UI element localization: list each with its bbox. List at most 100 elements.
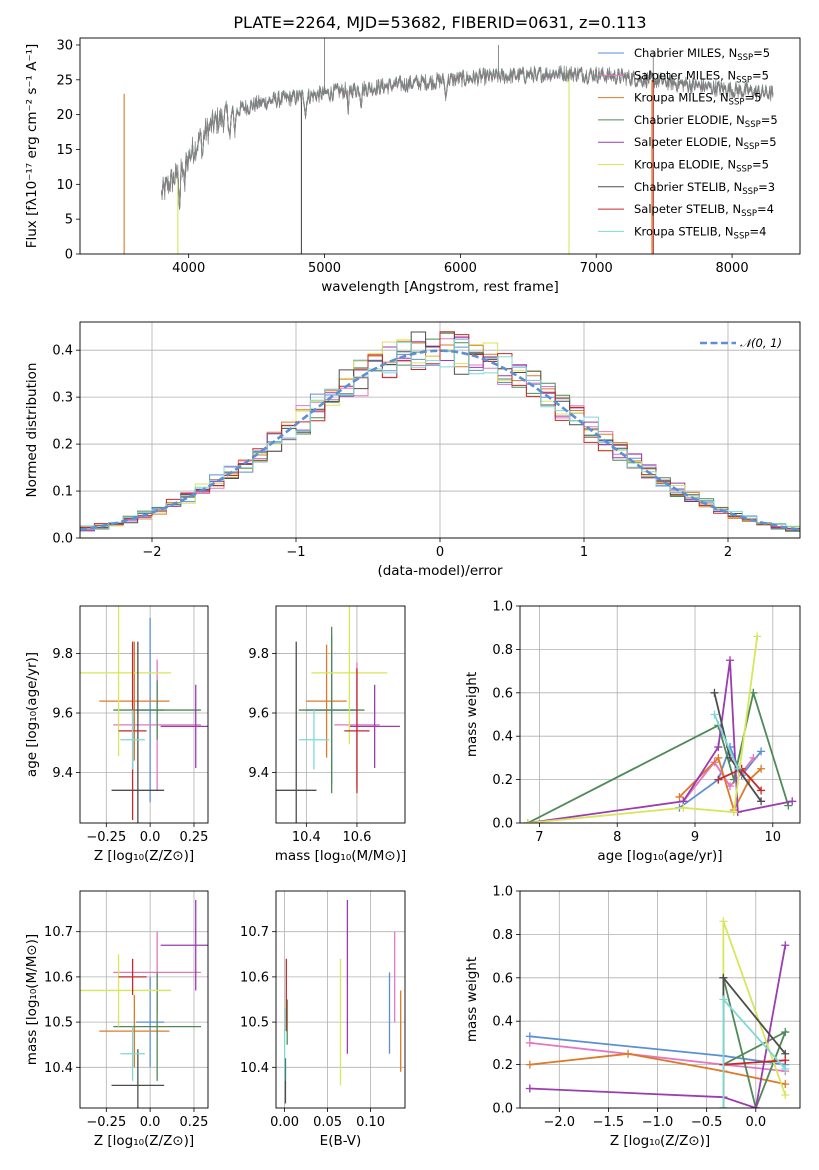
legend-value: =5 [753,46,770,60]
x-tick-label: 0.0 [140,830,161,845]
legend-value: =4 [749,224,766,238]
axes-frame [519,890,801,1109]
y-tick-label: 0 [65,248,73,263]
weight-point-marker [781,941,790,950]
weight-point-marker [719,973,728,982]
weight-point-marker [751,1104,760,1108]
legend-value: =3 [758,180,775,194]
y-axis-label: mass weight [464,672,480,757]
y-tick-label: 20 [56,108,73,123]
weight-point-marker [757,764,766,773]
weight-point-marker [714,775,723,784]
legend-text: Salpeter MILES, N [634,68,736,82]
y-tick-label: 9.4 [52,766,73,781]
x-tick-label: 5000 [308,261,341,276]
weight-point-marker [714,743,723,752]
axes-frame [519,605,801,824]
age-vs-Z-panel: −0.25 0.0 0.25 9.4 9.6 9.8 Z [log₁₀(Z/Z⊙)] age … [24,605,209,864]
weight-point-marker [781,1028,790,1037]
weight-point-marker [719,995,728,1004]
weight-point-marker [523,819,532,823]
y-tick-label: 10.4 [240,1061,269,1076]
x-tick-label: 0.0 [140,1115,161,1130]
weight-vs-age-panel: 7 8 9 10 0.0 0.2 0.4 0.6 0.8 1.0 age [log₁₀(age/yr… [464,600,801,864]
y-axis-label: Flux [fλ10⁻¹⁷ erg cm⁻² s⁻¹ A⁻¹] [24,44,40,249]
weight-vs-Z-data [525,917,790,1108]
y-tick-label: 0.0 [492,1102,513,1117]
x-axis-label: age [log₁₀(age/yr)] [597,848,722,864]
y-tick-label: 0.2 [52,438,73,453]
x-tick-label: 0.05 [313,1115,342,1130]
legend-label: Kroupa MILES, NSSP=5 [634,91,761,108]
spectrum-panel: 4000 5000 6000 7000 8000 0 5 10 15 20 25 30 waveleng… [24,37,801,295]
residuals-panel: −2 −1 0 1 2 0.0 0.1 0.2 0.3 0.4 (data-model)/error… [24,321,801,579]
weight-point-marker [749,753,758,762]
y-tick-label: 0.2 [492,1058,513,1073]
weight-line [723,1059,786,1066]
weight-line [713,714,739,770]
weight-point-marker [781,1080,790,1089]
weight-line [527,689,790,823]
weight-vs-Z-panel: −2.0 −1.5 −1.0 −0.5 0.0 0.0 0.2 0.4 0.6 0.8 1.0 Z [… [464,885,801,1149]
x-tick-label: −1.0 [642,1115,674,1130]
figure-title: PLATE=2264, MJD=53682, FIBERID=0631, z=0… [233,13,646,32]
legend-label: Salpeter STELIB, NSSP=4 [634,202,774,219]
x-tick-label: 0.10 [356,1115,385,1130]
x-tick-label: 10.4 [292,830,321,845]
y-axis-label: mass weight [464,957,480,1042]
weight-point-marker [525,1084,534,1093]
mass-vs-EBV-data [283,900,402,1104]
legend-text: Chabrier MILES, N [634,46,737,60]
weight-point-marker [726,656,734,665]
x-tick-label: 7 [535,830,543,845]
axes-frame [79,605,209,824]
legend-subscript: SSP [736,75,752,85]
legend-label: Salpeter ELODIE, NSSP=5 [634,135,777,152]
x-tick-label: 2 [724,545,732,560]
y-tick-label: 10.5 [240,1016,269,1031]
legend-text: Kroupa MILES, N [634,91,729,105]
weight-point-marker [729,808,738,817]
legend-text: Kroupa STELIB, N [634,224,734,238]
y-axis-label: mass [log₁₀(M/M⊙)] [24,934,40,1065]
residuals-data [80,331,800,534]
legend-label: Chabrier STELIB, NSSP=3 [634,180,775,197]
y-tick-label: 10.6 [240,970,269,985]
y-tick-label: 10 [56,178,73,193]
y-tick-label: 0.6 [492,971,513,986]
y-tick-label: 0.0 [52,532,73,547]
x-tick-label: 10 [765,830,782,845]
x-tick-label: 0.25 [179,830,208,845]
x-tick-label: 0.0 [745,1115,766,1130]
y-tick-label: 30 [56,38,73,53]
legend-value: =5 [761,113,778,127]
legend-label: Salpeter MILES, NSSP=5 [634,68,769,85]
weight-point-marker [757,797,766,806]
y-axis-label: age [log₁₀(age/yr)] [24,652,40,777]
y-tick-label: 9.4 [248,766,269,781]
weight-point-marker [719,1104,728,1108]
x-axis-label: Z [log₁₀(Z/Z⊙)] [94,848,194,864]
y-tick-label: 9.8 [248,647,269,662]
weight-line [527,636,759,823]
weight-point-marker [525,1038,534,1047]
y-tick-label: 0.1 [52,485,73,500]
x-tick-label: −0.25 [86,1115,126,1130]
x-tick-label: 0 [436,545,444,560]
y-tick-label: 0.0 [492,817,513,832]
legend-text: Kroupa ELODIE, N [634,158,736,172]
y-tick-label: 10.4 [44,1061,73,1076]
y-tick-label: 10.6 [44,970,73,985]
mass-vs-EBV-panel: 0.00 0.05 0.10 10.4 10.5 10.6 10.7 E(B-V) [240,890,406,1149]
x-tick-label: −2 [142,545,161,560]
y-tick-label: 0.4 [492,1015,513,1030]
legend-label: 𝒩(0, 1) [740,336,782,350]
legend-subscript: SSP [745,120,761,130]
legend-label: Chabrier ELODIE, NSSP=5 [634,113,778,130]
x-tick-label: −0.5 [691,1115,723,1130]
weight-point-marker [525,1060,534,1069]
legend-label: Kroupa ELODIE, NSSP=5 [634,158,769,175]
legend-value: =5 [752,158,769,172]
